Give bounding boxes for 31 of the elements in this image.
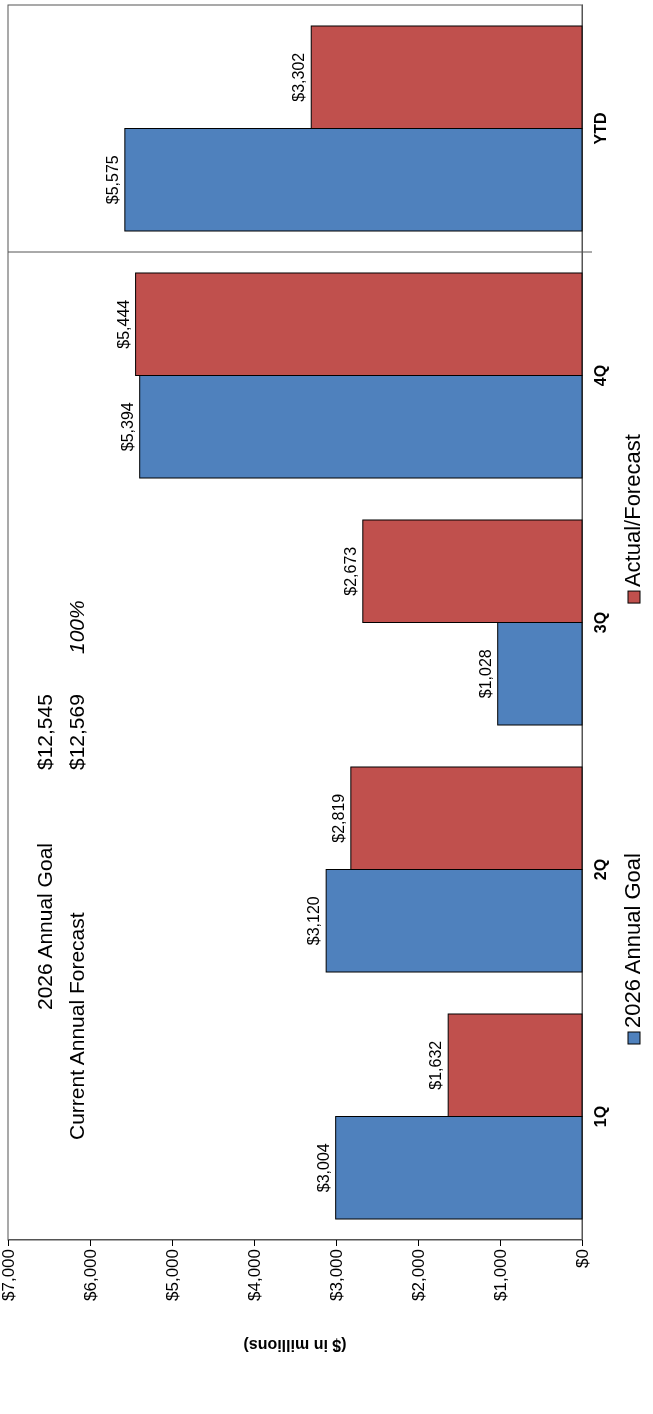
x-tick-label: $3,000 [326,1249,346,1301]
x-tick-label: $0 [572,1249,592,1268]
data-label: $2,819 [329,793,347,843]
annotation: 100% [65,600,88,654]
data-label: $2,673 [341,546,359,596]
annotation: $12,569 [65,694,88,770]
text: 2026 Annual Goal [620,853,645,1028]
x-axis-title: ($ in millions) [243,1337,347,1354]
annotation: Current Annual Forecast [65,912,88,1140]
y-tick-label: 1Q [591,1105,609,1128]
x-tick-label: $1,000 [490,1249,510,1301]
y-tick-label: 4Q [591,364,609,387]
y-tick-label: 2Q [591,858,609,881]
x-tick-label: $7,000 [0,1249,18,1301]
x-tick-label: $6,000 [80,1249,100,1301]
x-tick-label: $4,000 [244,1249,264,1301]
x-tick-label: $2,000 [408,1249,428,1301]
data-label: $3,120 [305,896,323,946]
data-label: $3,302 [290,52,308,102]
y-tick-label: YTD [591,112,609,145]
data-label: $1,028 [476,649,494,699]
data-label: $5,394 [118,402,136,452]
data-label: $5,444 [114,299,132,349]
annotation: 2026 Annual Goal [33,843,56,1010]
annotation: $12,545 [33,694,56,770]
data-label: $5,575 [103,155,121,205]
text: Actual/Forecast [620,434,645,588]
x-tick-label: $5,000 [162,1249,182,1301]
data-label: $1,632 [427,1040,445,1090]
y-tick-label: 3Q [591,611,609,634]
data-label: $3,004 [314,1143,332,1193]
